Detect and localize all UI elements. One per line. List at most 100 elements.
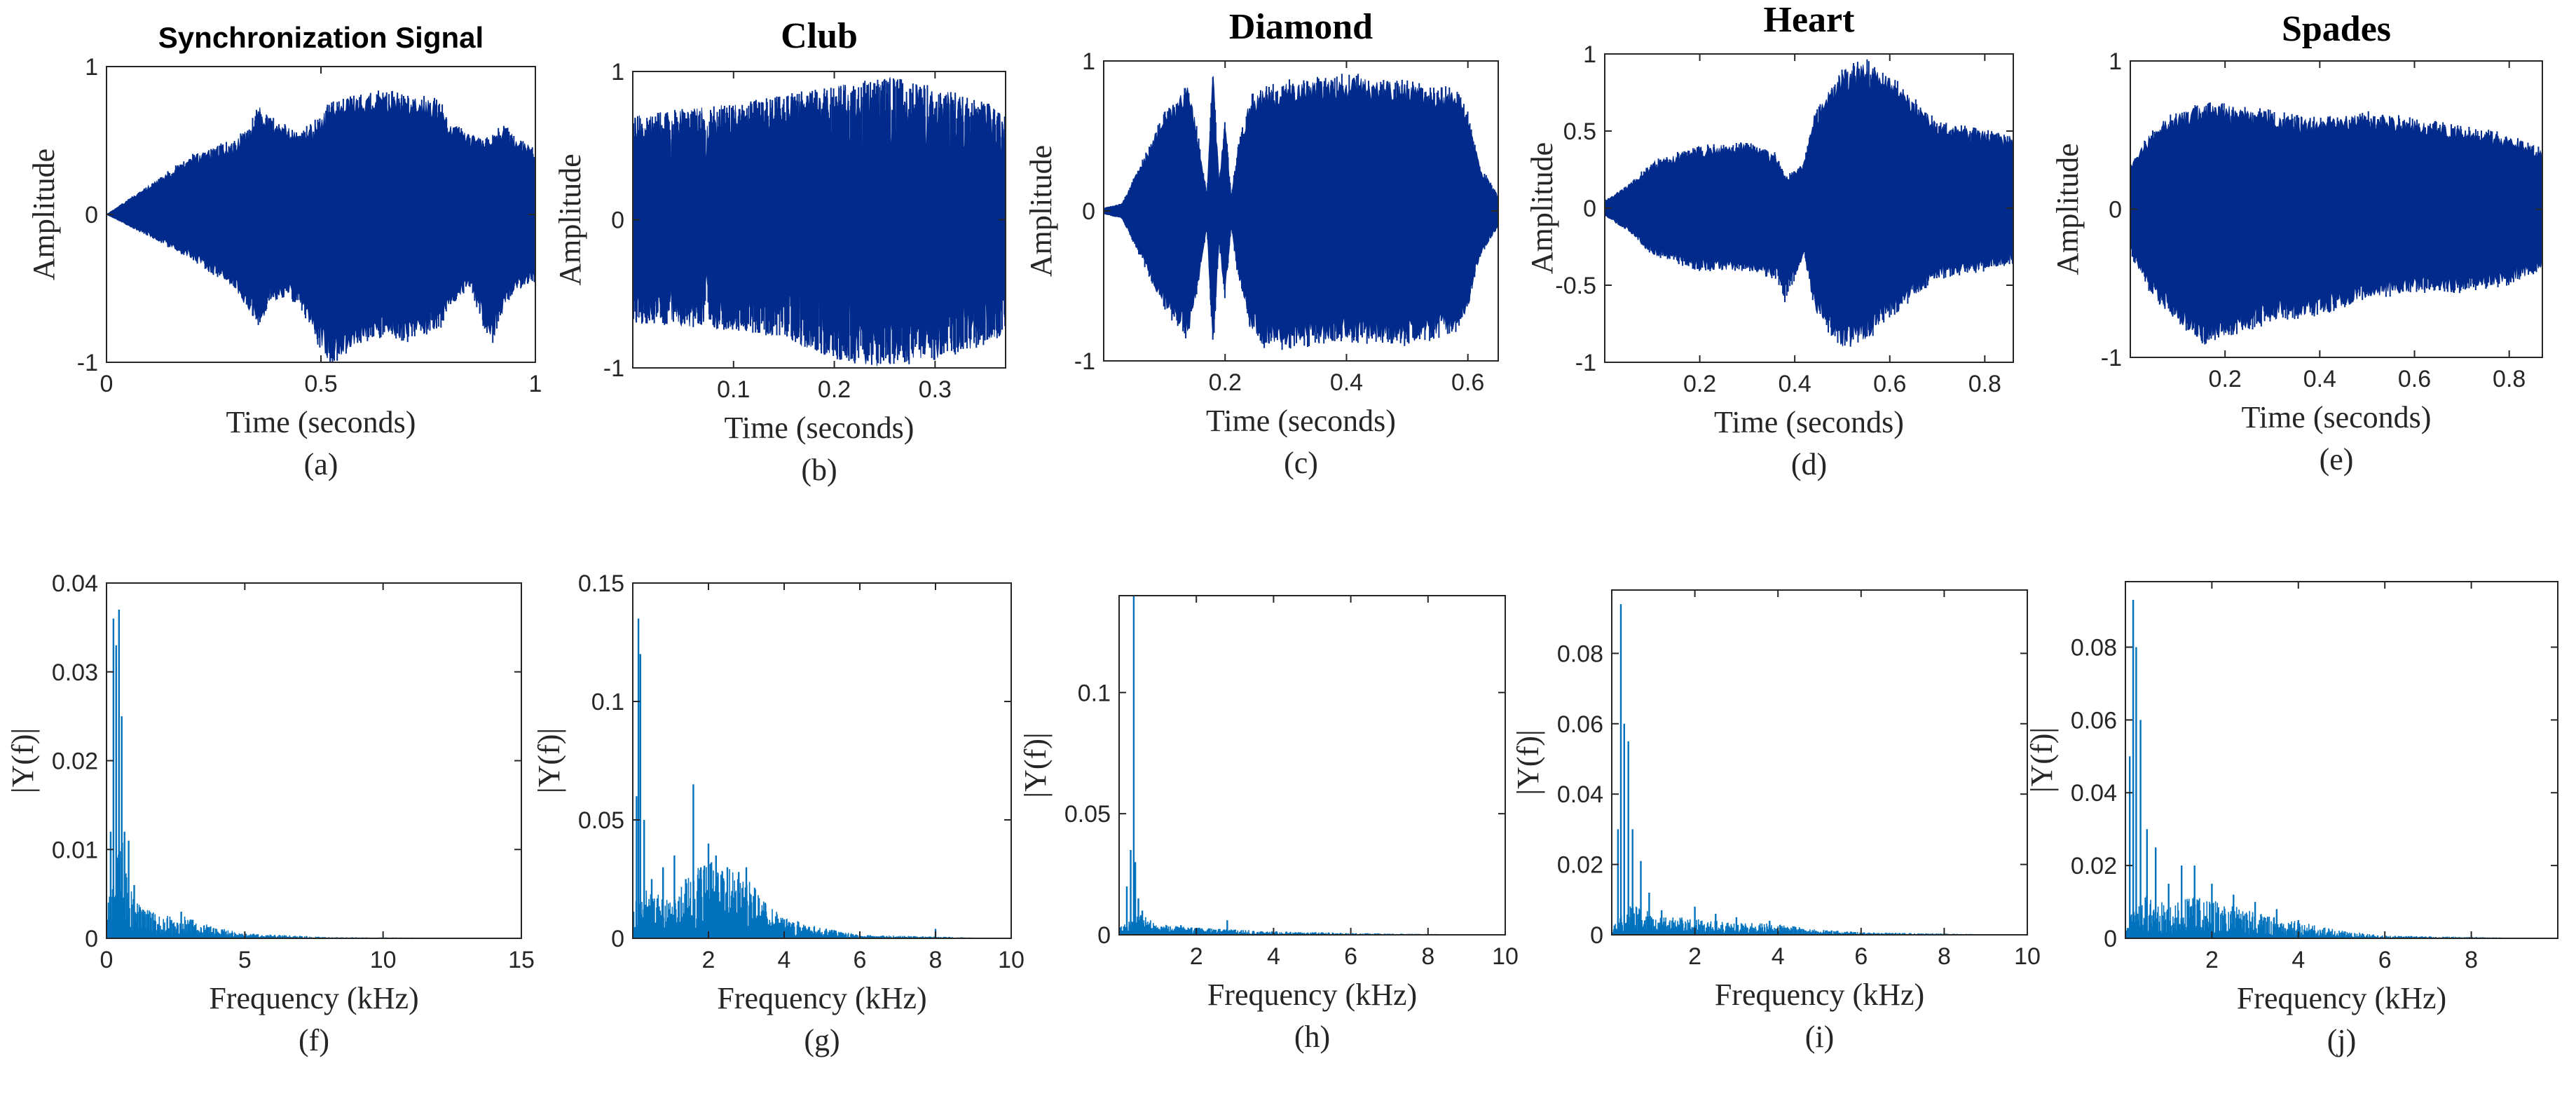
panel-caption: (c) xyxy=(1284,446,1318,480)
x-tick-label: 0.2 xyxy=(1683,371,1716,397)
panel-caption: (d) xyxy=(1791,447,1827,481)
y-tick-label: 0 xyxy=(1097,922,1111,949)
x-tick-label: 6 xyxy=(1344,943,1357,970)
x-axis-label: Frequency (kHz) xyxy=(717,981,926,1015)
y-tick-label: 0.1 xyxy=(1078,680,1111,706)
waveform-spikes xyxy=(1605,59,2013,347)
plot-area xyxy=(633,583,1011,938)
x-tick-label: 4 xyxy=(1772,943,1785,970)
x-tick-label: 0.6 xyxy=(1451,369,1484,396)
y-tick-label: 0.02 xyxy=(2071,853,2117,879)
y-tick-label: 1 xyxy=(611,59,624,85)
panel-d: 0.2 0.4 0.6 0.8 -1 -0.5 0 0.5 1 Time (seconds) (d)… xyxy=(1525,0,2014,481)
panel-c: 0.2 0.4 0.6 -1 0 1 Time (seconds) (c) Amplitude D… xyxy=(1024,7,1499,480)
y-tick-label: 0.02 xyxy=(52,748,98,775)
y-tick-label: 0 xyxy=(611,207,624,234)
x-axis-label: Time (seconds) xyxy=(226,405,416,439)
x-axis-label: Time (seconds) xyxy=(1714,405,1904,439)
y-axis-label: |Y(f)| xyxy=(6,728,40,793)
panel-caption: (f) xyxy=(299,1023,329,1057)
y-tick-label: -1 xyxy=(77,350,98,376)
x-tick-label: 0.4 xyxy=(2303,366,2336,392)
y-tick-label: 1 xyxy=(2109,48,2122,75)
x-axis-label: Time (seconds) xyxy=(725,411,914,445)
x-tick-label: 4 xyxy=(778,947,791,973)
y-tick-label: 0 xyxy=(1583,196,1596,222)
x-axis-label: Frequency (kHz) xyxy=(1207,978,1417,1012)
x-tick-label: 0.5 xyxy=(304,371,337,397)
y-axis-label: Amplitude xyxy=(1525,142,1559,274)
x-tick-label: 6 xyxy=(854,947,867,973)
y-tick-label: 0.03 xyxy=(52,659,98,686)
x-tick-label: 0.2 xyxy=(2209,366,2242,392)
panel-caption: (g) xyxy=(804,1023,840,1057)
series-waveform xyxy=(1104,74,1498,350)
chart-title: Heart xyxy=(1764,0,1856,40)
panel-j: 2 4 6 8 0 0.02 0.04 0.06 0.08 Frequency (kHz) (j) |… xyxy=(2025,581,2558,1057)
axes-frame xyxy=(1118,595,1506,936)
panel-h: 2 4 6 8 10 0 0.05 0.1 Frequency (kHz) (h) |Y(f)| xyxy=(1018,595,1519,1054)
x-axis-label: Frequency (kHz) xyxy=(1715,978,1924,1012)
y-axis-label: Amplitude xyxy=(27,149,61,280)
plot-area xyxy=(1119,596,1505,935)
y-tick-label: 1 xyxy=(85,54,98,81)
x-tick-label: 0.8 xyxy=(1968,371,2001,397)
y-tick-label: 0.05 xyxy=(1064,801,1111,828)
x-tick-label: 0.6 xyxy=(2398,366,2431,392)
x-axis-label: Time (seconds) xyxy=(2242,400,2432,434)
y-tick-label: 0 xyxy=(1082,198,1095,225)
panel-e: 0.2 0.4 0.6 0.8 -1 0 1 Time (seconds) (e) Amplitu… xyxy=(2050,9,2543,477)
y-tick-label: 0 xyxy=(85,926,98,952)
x-tick-label: 5 xyxy=(238,947,252,973)
x-axis-label: Frequency (kHz) xyxy=(209,981,418,1015)
y-tick-label: 0.08 xyxy=(2071,634,2117,661)
x-axis-label: Time (seconds) xyxy=(1206,404,1396,438)
panel-caption: (e) xyxy=(2320,442,2354,477)
x-tick-label: 0.2 xyxy=(818,376,851,403)
y-tick-label: -1 xyxy=(2101,345,2122,371)
y-tick-label: 0.06 xyxy=(1557,711,1603,738)
x-axis-label: Frequency (kHz) xyxy=(2237,981,2446,1015)
panel-b: 0.1 0.2 0.3 -1 0 1 Time (seconds) (b) Amplitude C… xyxy=(553,16,1006,487)
y-axis-label: Amplitude xyxy=(1024,145,1058,277)
x-tick-label: 8 xyxy=(1421,943,1434,970)
y-tick-label: -1 xyxy=(1575,350,1596,376)
x-tick-label: 10 xyxy=(1492,943,1519,970)
y-tick-label: 1 xyxy=(1082,48,1095,75)
x-tick-label: 6 xyxy=(1854,943,1868,970)
axes-frame xyxy=(2125,581,2558,939)
x-tick-label: 0.8 xyxy=(2493,366,2526,392)
x-tick-label: 8 xyxy=(929,947,943,973)
waveform-spikes xyxy=(1104,74,1498,350)
waveform-spikes xyxy=(633,78,1006,365)
y-axis-label: Amplitude xyxy=(553,153,587,285)
panel-caption: (a) xyxy=(304,447,338,481)
chart-title: Synchronization Signal xyxy=(158,21,484,54)
chart-title: Spades xyxy=(2282,9,2391,49)
x-tick-label: 0.6 xyxy=(1873,371,1906,397)
axes-frame xyxy=(632,582,1012,939)
y-tick-label: 0.5 xyxy=(1563,118,1596,145)
panel-caption: (i) xyxy=(1805,1020,1835,1054)
y-axis-label: |Y(f)| xyxy=(1018,732,1053,797)
series-spectrum xyxy=(2125,600,2556,938)
panel-caption: (h) xyxy=(1294,1020,1330,1054)
axes-frame xyxy=(1611,589,2028,936)
y-tick-label: 1 xyxy=(1583,41,1596,68)
y-axis-label: |Y(f)| xyxy=(532,728,566,793)
y-tick-label: -1 xyxy=(1074,348,1095,375)
y-tick-label: 0 xyxy=(85,202,98,228)
series-spectrum xyxy=(1612,604,2025,935)
y-tick-label: 0.05 xyxy=(578,807,624,834)
y-tick-label: 0.02 xyxy=(1557,852,1603,879)
y-axis-label: Amplitude xyxy=(2050,143,2085,275)
y-tick-label: 0 xyxy=(1590,922,1603,949)
panel-g: 2 4 6 8 10 0 0.05 0.1 0.15 Frequency (kHz) (g) |Y(f… xyxy=(532,570,1025,1057)
y-tick-label: 0.04 xyxy=(1557,781,1603,808)
y-tick-label: -1 xyxy=(603,355,624,382)
x-tick-label: 0.4 xyxy=(1779,371,1811,397)
x-tick-label: 1 xyxy=(529,371,542,397)
x-tick-label: 6 xyxy=(2378,947,2392,973)
